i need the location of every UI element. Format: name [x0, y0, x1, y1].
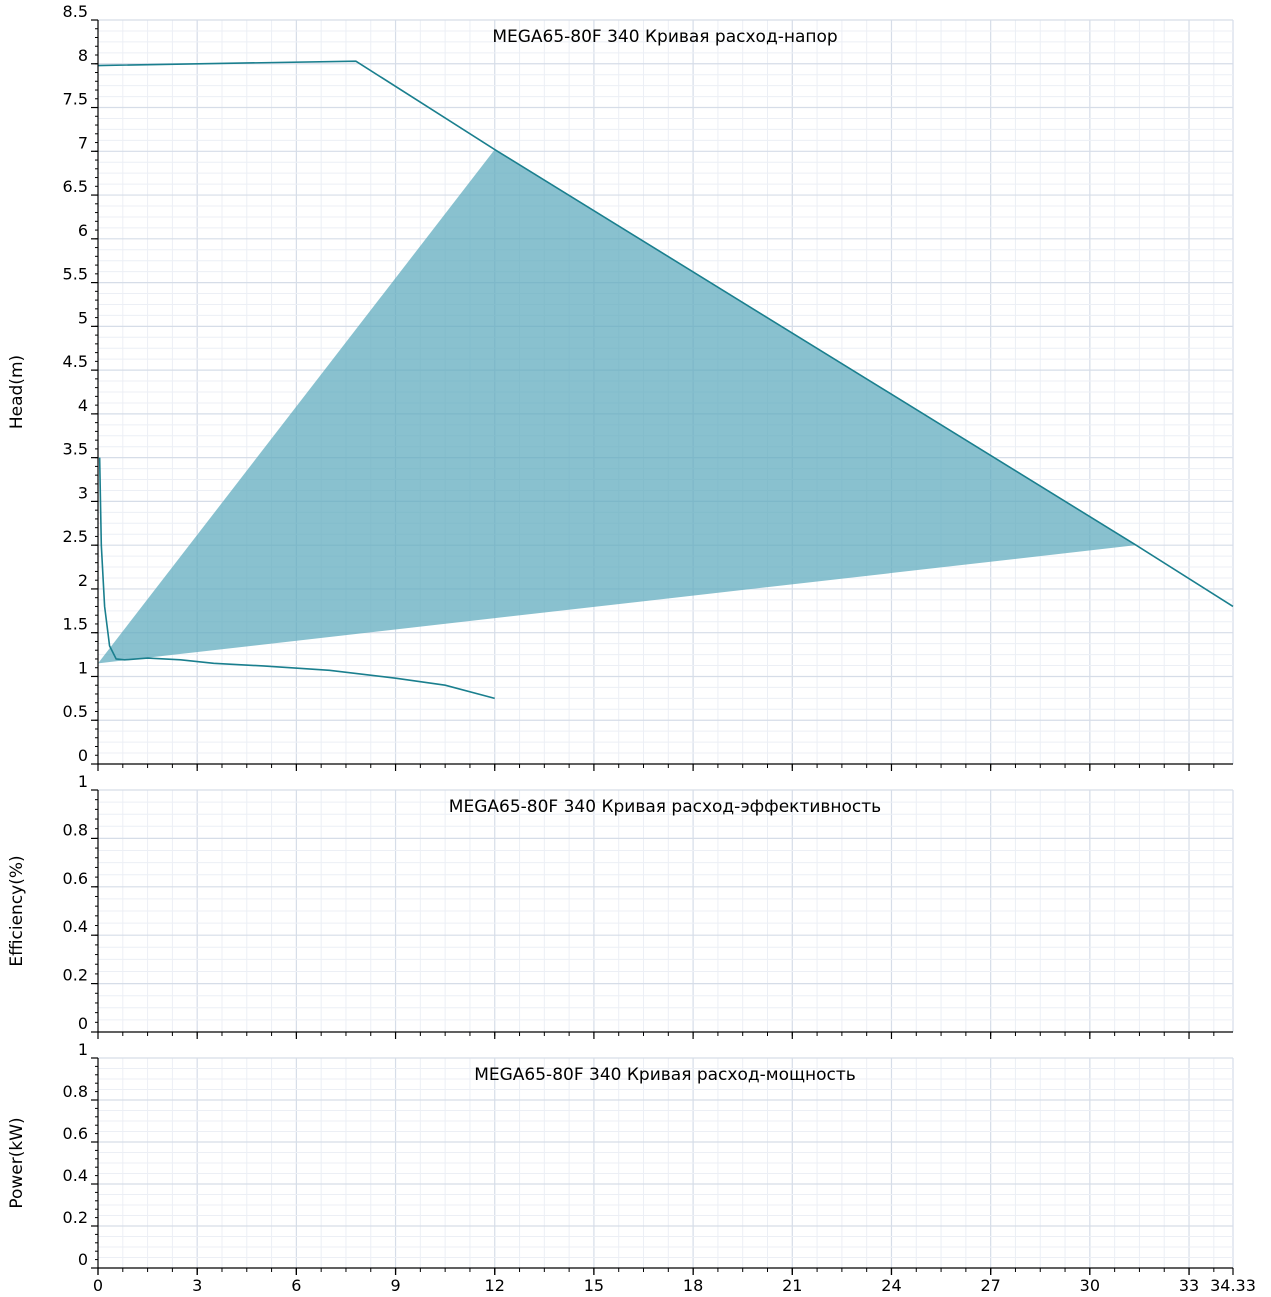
y-tick-label: 0.8 [63, 1082, 88, 1101]
y-axis-title: Efficiency(%) [7, 855, 27, 966]
y-axis-title: Head(m) [7, 355, 27, 429]
grid-power [98, 1057, 1234, 1268]
y-tick-label: 0.4 [63, 917, 88, 936]
x-tick-label: 9 [390, 1276, 400, 1295]
y-tick-label: 8.5 [63, 2, 88, 21]
x-tick-label: 15 [584, 1276, 604, 1295]
y-tick-label: 0.5 [63, 702, 88, 721]
y-tick-label: 0.6 [63, 869, 88, 888]
y-tick-label: 1 [78, 1040, 88, 1059]
y-tick-label: 0.6 [63, 1124, 88, 1143]
x-tick-label: 3 [192, 1276, 202, 1295]
panel-title: MEGA65-80F 340 Кривая расход-напор [492, 27, 837, 47]
x-tick-label: 6 [291, 1276, 301, 1295]
y-tick-label: 0 [78, 1014, 88, 1033]
y-tick-label: 5 [78, 308, 88, 327]
y-tick-label: 1 [78, 658, 88, 677]
panel-efficiency: 0 0.2 0.4 0.6 0.8 1 MEGA65-80F 340 Кривая расх… [7, 772, 1234, 1039]
y-tick-label: 7 [78, 133, 88, 152]
panel-title: MEGA65-80F 340 Кривая расход-эффективнос… [449, 797, 881, 817]
series-line-0 [97, 60, 1234, 608]
x-tick-label: 27 [980, 1276, 1000, 1295]
panel-head: 0 0.5 1 1.5 2 2.5 3 3.5 4 4.5 5 5.5 6 6.5 7 7.5 8 8.5 MEGA… [7, 2, 1234, 771]
y-tick-label: 0.8 [63, 820, 88, 839]
y-axis-title: Power(kW) [7, 1117, 27, 1208]
y-tick-label: 6.5 [63, 177, 88, 196]
x-tick-label: 21 [782, 1276, 802, 1295]
y-tick-label: 0.4 [63, 1166, 88, 1185]
series-line-1 [98, 457, 495, 700]
y-tick-label: 8 [78, 46, 88, 65]
x-tick-label: 24 [881, 1276, 901, 1295]
y-tick-label: 0 [78, 1250, 88, 1269]
y-tick-label: 2 [78, 571, 88, 590]
y-tick-label: 1 [78, 772, 88, 791]
y-tick-label: 0 [78, 746, 88, 765]
panel-power: 0 0.2 0.4 0.6 0.8 1 0 3 6 9 12 15 18 21 24 27 30 33 34.33 M… [7, 1040, 1256, 1295]
x-tick-label: 0 [93, 1276, 103, 1295]
y-tick-label: 7.5 [63, 90, 88, 109]
x-tick-label: 34.33 [1210, 1276, 1256, 1295]
y-tick-label: 3.5 [63, 440, 88, 459]
x-tick-label: 30 [1080, 1276, 1100, 1295]
y-tick-label: 0.2 [63, 1208, 88, 1227]
y-tick-label: 4 [78, 396, 88, 415]
x-tick-label: 33 [1179, 1276, 1199, 1295]
x-tick-label: 12 [485, 1276, 505, 1295]
y-tick-label: 5.5 [63, 265, 88, 284]
x-tick-label: 18 [683, 1276, 703, 1295]
y-tick-label: 0.2 [63, 966, 88, 985]
operating-region [98, 149, 1137, 664]
y-tick-label: 3 [78, 483, 88, 502]
y-tick-label: 6 [78, 221, 88, 240]
y-tick-label: 1.5 [63, 615, 88, 634]
grid-efficiency [98, 789, 1234, 1032]
y-tick-label: 2.5 [63, 527, 88, 546]
y-tick-label: 4.5 [63, 352, 88, 371]
panel-title: MEGA65-80F 340 Кривая расход-мощность [474, 1065, 856, 1085]
